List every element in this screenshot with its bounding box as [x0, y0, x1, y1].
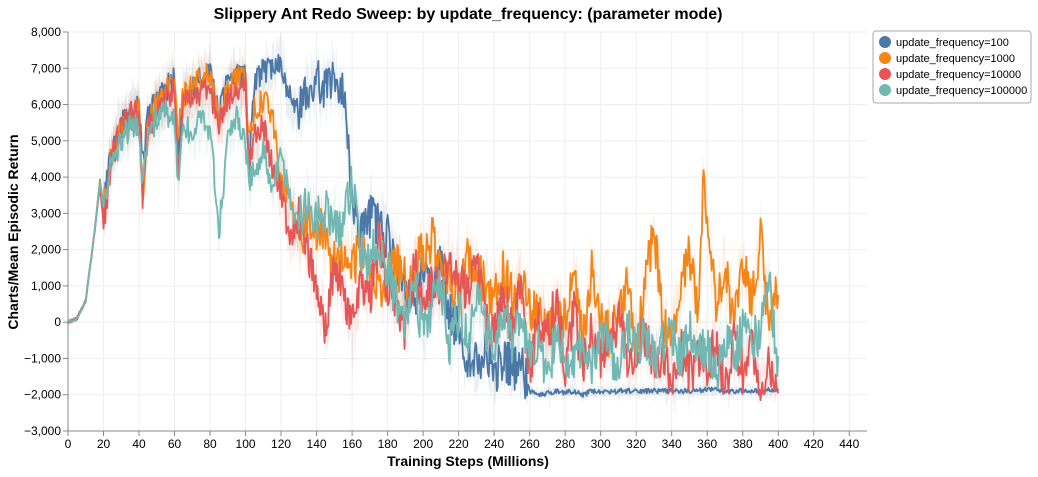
x-tick-label: 220	[449, 437, 469, 451]
y-tick-label: 3,000	[31, 206, 61, 220]
x-tick-label: 180	[378, 437, 398, 451]
y-tick-label: −3,000	[24, 424, 61, 438]
x-tick-label: 360	[697, 437, 717, 451]
x-axis-title: Training Steps (Millions)	[387, 453, 549, 469]
x-tick-label: 160	[342, 437, 362, 451]
x-tick-label: 260	[520, 437, 540, 451]
x-tick-label: 240	[484, 437, 504, 451]
x-tick-label: 0	[65, 437, 72, 451]
legend-swatch	[879, 52, 891, 64]
legend: update_frequency=100 update_frequency=100…	[872, 30, 1032, 104]
y-tick-label: 6,000	[31, 98, 61, 112]
x-tick-label: 300	[591, 437, 611, 451]
legend-swatch	[879, 36, 891, 48]
series-line	[67, 99, 780, 390]
x-tick-label: 280	[555, 437, 575, 451]
x-tick-label: 200	[413, 437, 433, 451]
legend-swatch	[879, 84, 891, 96]
legend-swatch	[879, 68, 891, 80]
plot-area	[67, 32, 780, 422]
x-tick-label: 400	[768, 437, 788, 451]
x-tick-label: 80	[203, 437, 217, 451]
x-tick-label: 320	[626, 437, 646, 451]
legend-label: update_frequency=100000	[896, 85, 1027, 97]
x-tick-label: 100	[236, 437, 256, 451]
x-tick-label: 340	[662, 437, 682, 451]
y-tick-label: 4,000	[31, 170, 61, 184]
legend-box	[872, 30, 1032, 104]
x-tick-label: 20	[97, 437, 111, 451]
legend-label: update_frequency=100	[896, 37, 1009, 49]
y-tick-label: 2,000	[31, 243, 61, 257]
y-axis-title: Charts/Mean Episodic Return	[5, 134, 21, 329]
y-tick-label: −1,000	[24, 351, 61, 365]
axes: 0 20 40 60 80 100 120 140 160 180 200 220 240 260 280 3…	[24, 25, 867, 451]
y-tick-label: −2,000	[24, 388, 61, 402]
y-tick-label: 1,000	[31, 279, 61, 293]
x-tick-label: 120	[271, 437, 291, 451]
x-tick-label: 60	[168, 437, 182, 451]
y-tick-label: 8,000	[31, 25, 61, 39]
x-tick-label: 420	[804, 437, 824, 451]
y-tick-label: 0	[54, 315, 61, 329]
legend-label: update_frequency=1000	[896, 53, 1015, 65]
x-tick-label: 380	[733, 437, 753, 451]
series-line	[67, 72, 780, 402]
y-tick-label: 5,000	[31, 134, 61, 148]
x-tick-label: 40	[132, 437, 146, 451]
y-tick-label: 7,000	[31, 61, 61, 75]
x-tick-label: 140	[307, 437, 327, 451]
x-tick-label: 440	[839, 437, 859, 451]
legend-label: update_frequency=10000	[896, 69, 1021, 81]
chart-title: Slippery Ant Redo Sweep: by update_frequ…	[214, 6, 723, 23]
